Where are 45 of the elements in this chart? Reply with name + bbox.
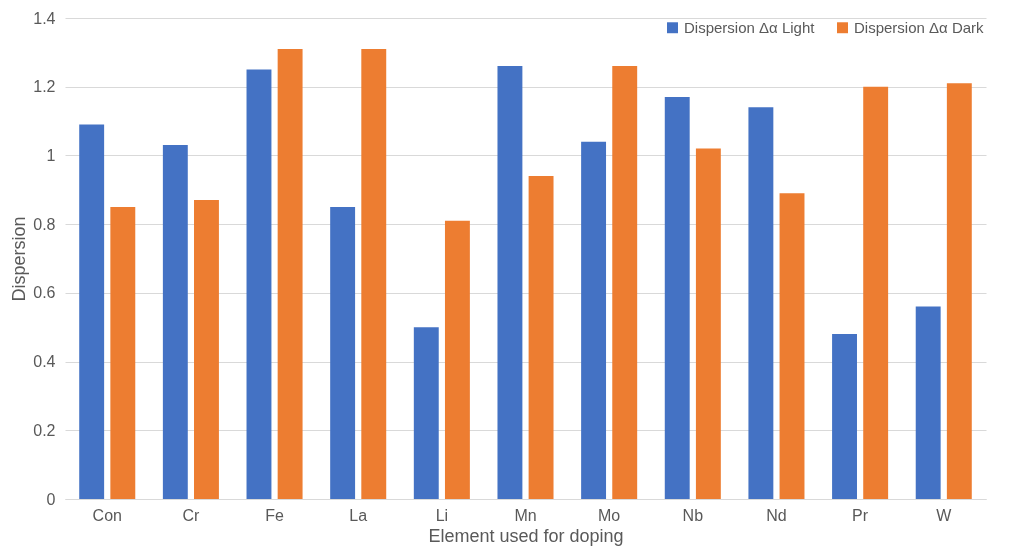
y-tick-label: 0: [46, 490, 56, 508]
x-tick-label: Nb: [682, 506, 704, 524]
x-tick-label: Nd: [766, 506, 787, 524]
bar: [581, 141, 607, 499]
bar: [194, 200, 219, 499]
bar: [748, 107, 774, 499]
y-tick-label: 1.2: [33, 78, 56, 96]
bar: [612, 66, 638, 499]
bar: [832, 334, 857, 499]
legend-label: Dispersion Δα Light: [684, 18, 816, 36]
bar: [863, 86, 889, 499]
x-axis-title: Element used for doping: [428, 525, 624, 546]
bar: [246, 69, 272, 499]
bar: [946, 83, 972, 499]
bar: [695, 148, 721, 499]
y-axis-title: Dispersion: [9, 216, 30, 302]
x-tick-label: Con: [92, 506, 122, 524]
y-tick-label: 0.2: [33, 421, 56, 439]
bar: [162, 145, 188, 499]
bar: [528, 176, 554, 499]
x-tick-label: La: [349, 506, 368, 524]
bar: [444, 220, 470, 499]
y-tick-label: 0.8: [33, 215, 56, 233]
x-tick-label: W: [936, 506, 953, 524]
y-tick-label: 0.6: [33, 284, 56, 302]
bar: [664, 97, 690, 499]
bar: [497, 66, 523, 499]
bar: [779, 193, 805, 499]
y-tick-label: 1.4: [33, 9, 56, 27]
legend-label: Dispersion Δα Dark: [854, 18, 985, 36]
x-tick-label: Li: [435, 506, 449, 524]
x-tick-label: Mn: [514, 506, 537, 524]
x-tick-label: Cr: [182, 506, 200, 524]
bar: [110, 206, 136, 499]
bar: [915, 306, 941, 499]
x-tick-label: Mo: [598, 506, 621, 524]
bar: [79, 124, 105, 499]
x-tick-label: Fe: [265, 506, 284, 524]
y-tick-label: 0.4: [33, 353, 56, 371]
bar: [361, 48, 387, 499]
bar: [413, 327, 439, 499]
bar: [277, 48, 303, 499]
bar: [330, 206, 356, 499]
x-tick-label: Pr: [852, 506, 869, 524]
y-tick-label: 1: [46, 146, 56, 164]
